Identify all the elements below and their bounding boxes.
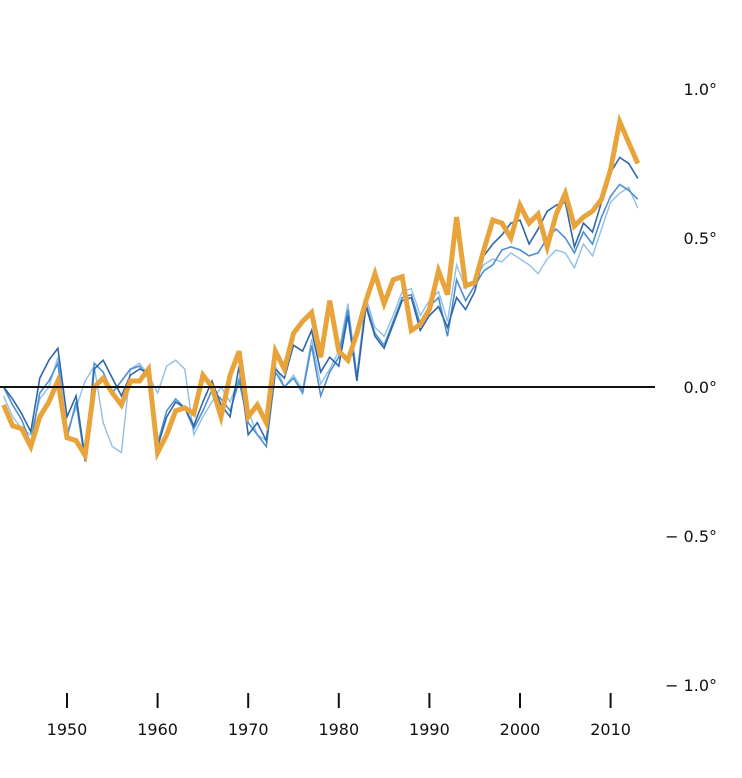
y-tick-label: 0.5°	[684, 229, 717, 248]
x-axis-ticks: 1950 1960 1970 1980 1990 2000 2010	[47, 693, 631, 739]
series-line-main	[1, 113, 641, 463]
y-tick-label: 1.0°	[684, 80, 717, 99]
series-layer	[1, 113, 641, 463]
x-tick-label: 1950	[47, 720, 88, 739]
y-tick-label: − 0.5°	[665, 527, 717, 546]
y-axis-ticks: 1.0° 0.5° 0.0° − 0.5° − 1.0°	[665, 80, 717, 695]
x-tick-label: 1960	[137, 720, 178, 739]
series-line-dark-blue	[2, 156, 639, 459]
x-tick-label: 1980	[318, 720, 359, 739]
x-tick-label: 2000	[500, 720, 541, 739]
y-tick-label: 0.0°	[684, 378, 717, 397]
y-tick-label: − 1.0°	[665, 676, 717, 695]
x-tick-label: 2010	[590, 720, 631, 739]
series-line-light-blue	[2, 186, 639, 454]
x-tick-label: 1970	[228, 720, 269, 739]
x-tick-label: 1990	[409, 720, 450, 739]
